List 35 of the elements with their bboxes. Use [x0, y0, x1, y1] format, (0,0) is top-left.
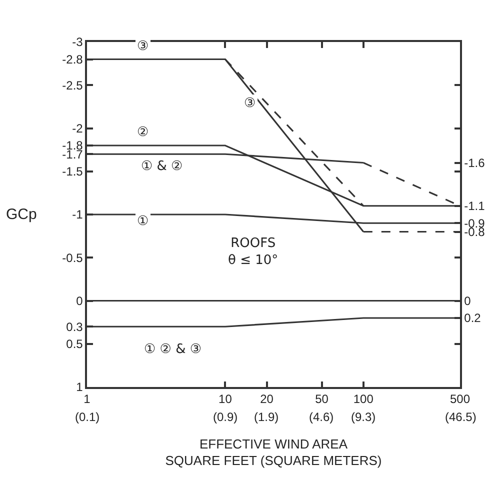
y-tick-label: -2 — [72, 121, 84, 136]
text: (1.9) — [254, 410, 279, 424]
annotation: ② — [137, 125, 149, 140]
y-tick-label: -0.5 — [62, 250, 84, 265]
x-axis-title: EFFECTIVE WIND AREA SQUARE FEET (SQUARE METERS) — [165, 436, 382, 468]
y-tick-label: 0.3 — [66, 320, 84, 334]
x-tick-label: 500 — [450, 392, 470, 406]
y-tick-label: -1.5 — [62, 164, 84, 179]
x-tick-label: 50 — [315, 392, 329, 406]
annotation: ① ② & ③ — [144, 342, 202, 357]
y2-tick-label: -1.6 — [464, 156, 486, 170]
y2-tick-label: 0 — [464, 294, 472, 308]
y-tick-label: 0.5 — [66, 337, 84, 352]
text: (0.9) — [213, 410, 238, 424]
text: (4.6) — [309, 410, 334, 424]
x-tick-label: 20 — [260, 392, 274, 406]
text: (0.1) — [75, 410, 100, 424]
annotation: ① & ② — [141, 159, 183, 174]
y-tick-label: 0 — [76, 294, 84, 308]
text: (9.3) — [351, 410, 376, 424]
annotation: ROOFS θ ≤ 10° — [228, 236, 278, 268]
y2-tick-label: 0.2 — [464, 311, 482, 326]
y-tick-label: -2.5 — [62, 78, 84, 92]
y-tick-label: -1 — [72, 208, 84, 222]
y-tick-label: -2.8 — [62, 52, 84, 66]
text: (46.5) — [445, 410, 476, 424]
y-tick-label: 1 — [76, 380, 84, 394]
annotation: ① — [137, 214, 149, 229]
annotation: ③ — [137, 39, 149, 54]
y-axis-title: GCp — [6, 206, 37, 223]
x-tick-label: 10 — [218, 392, 232, 406]
y-tick-label: -3 — [72, 35, 84, 50]
annotation: ③ — [244, 96, 256, 111]
x-tick-label: 100 — [353, 392, 374, 406]
y2-tick-label: -1.1 — [464, 199, 486, 214]
